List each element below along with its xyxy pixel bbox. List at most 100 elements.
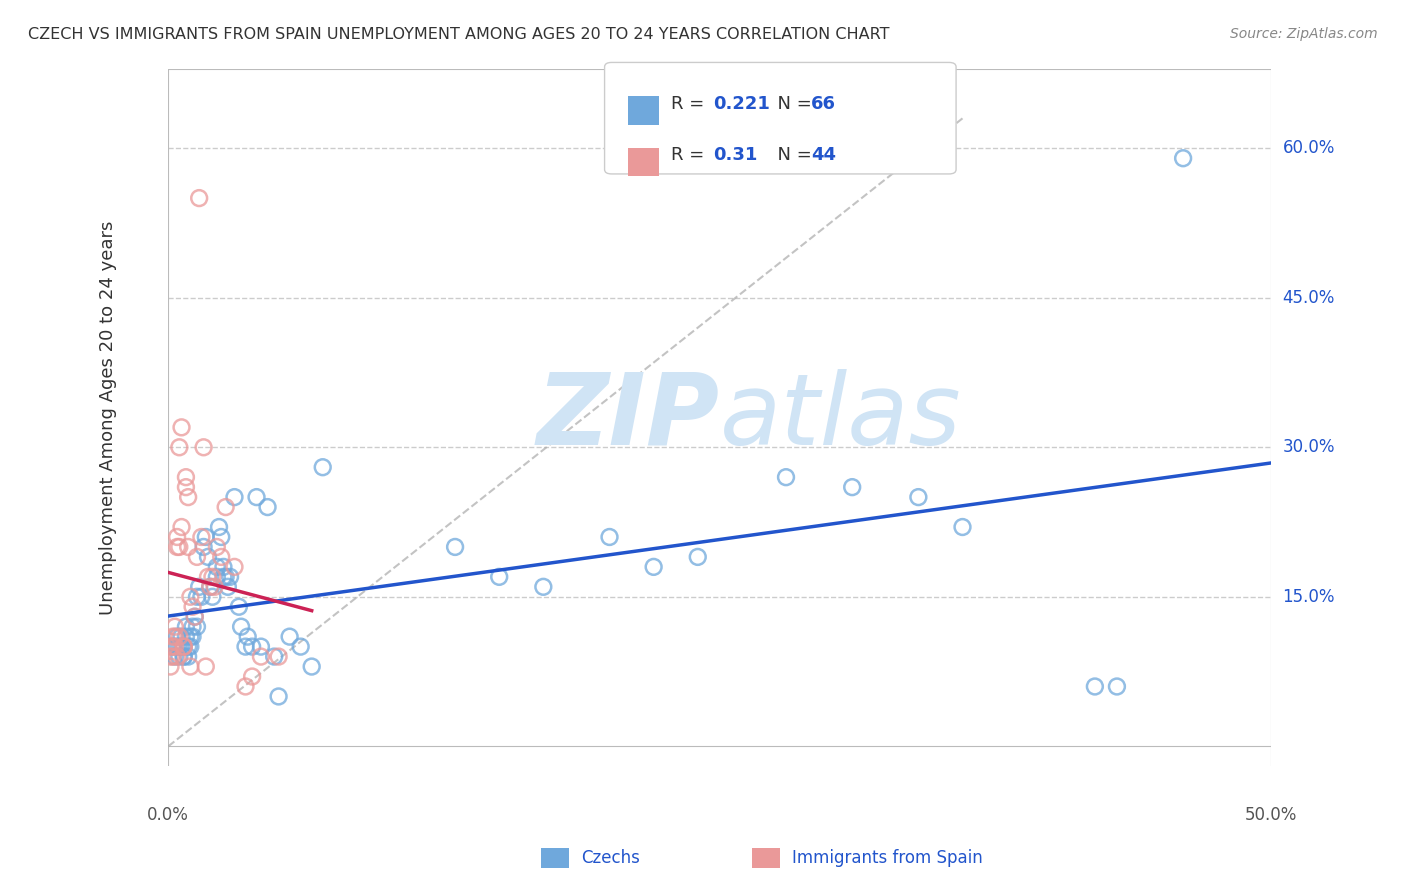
Point [179, 590, 201, 604]
Point [166, 630, 188, 644]
Point [184, 609, 207, 624]
Point [204, 580, 226, 594]
Point [181, 599, 204, 614]
Point [488, 570, 510, 584]
Text: 0.31: 0.31 [713, 146, 758, 164]
Point [166, 649, 188, 664]
Point [179, 630, 201, 644]
Point [170, 640, 193, 654]
Point [186, 549, 208, 564]
Point [188, 191, 211, 205]
Point [163, 640, 186, 654]
Point [179, 659, 201, 673]
Point [235, 680, 257, 694]
Point [173, 649, 195, 664]
Point [312, 460, 335, 475]
Point [162, 649, 184, 664]
Point [229, 620, 252, 634]
Point [212, 570, 235, 584]
Point [174, 620, 197, 634]
Point [194, 530, 217, 544]
Point [170, 420, 193, 434]
Point [205, 560, 228, 574]
Point [224, 560, 246, 574]
Point [209, 549, 232, 564]
Point [643, 560, 665, 574]
Point [531, 580, 554, 594]
Text: N =: N = [766, 95, 818, 112]
Point [166, 640, 188, 654]
Point [200, 580, 222, 594]
Text: Immigrants from Spain: Immigrants from Spain [792, 849, 983, 867]
Point [181, 620, 204, 634]
Point [278, 630, 301, 644]
Point [205, 570, 228, 584]
Point [301, 659, 323, 673]
Text: 60.0%: 60.0% [1282, 139, 1334, 157]
Text: 44: 44 [811, 146, 837, 164]
Text: 0.0%: 0.0% [148, 806, 190, 824]
Point [173, 649, 195, 664]
Point [169, 630, 191, 644]
Text: ZIP: ZIP [537, 369, 720, 466]
Text: 30.0%: 30.0% [1282, 438, 1334, 457]
Point [197, 570, 219, 584]
Point [240, 669, 263, 683]
Text: Czechs: Czechs [581, 849, 640, 867]
Point [188, 580, 211, 594]
Point [186, 590, 208, 604]
Point [201, 570, 224, 584]
Point [267, 690, 290, 704]
Point [250, 640, 273, 654]
Text: Unemployment Among Ages 20 to 24 years: Unemployment Among Ages 20 to 24 years [98, 220, 117, 615]
Point [173, 640, 195, 654]
Text: 66: 66 [811, 95, 837, 112]
Point [263, 649, 285, 664]
Point [169, 649, 191, 664]
Point [235, 640, 257, 654]
Point [228, 599, 250, 614]
Point [184, 609, 207, 624]
Text: 50.0%: 50.0% [1246, 806, 1298, 824]
Point [177, 540, 200, 554]
Point [290, 640, 312, 654]
Point [177, 640, 200, 654]
Point [159, 640, 181, 654]
Point [194, 659, 217, 673]
Point [190, 590, 212, 604]
Point [159, 649, 181, 664]
Point [166, 530, 188, 544]
Point [1171, 151, 1194, 165]
Text: atlas: atlas [720, 369, 962, 466]
Text: R =: R = [671, 146, 710, 164]
Point [599, 530, 621, 544]
Point [166, 540, 188, 554]
Point [201, 590, 224, 604]
Point [173, 640, 195, 654]
Text: Source: ZipAtlas.com: Source: ZipAtlas.com [1230, 27, 1378, 41]
Point [159, 659, 181, 673]
Point [250, 649, 273, 664]
Point [169, 440, 191, 454]
Point [209, 530, 232, 544]
Text: CZECH VS IMMIGRANTS FROM SPAIN UNEMPLOYMENT AMONG AGES 20 TO 24 YEARS CORRELATIO: CZECH VS IMMIGRANTS FROM SPAIN UNEMPLOYM… [28, 27, 890, 42]
Point [212, 560, 235, 574]
Point [240, 640, 263, 654]
Point [170, 630, 193, 644]
Point [193, 540, 215, 554]
Point [686, 549, 709, 564]
Point [267, 649, 290, 664]
Point [169, 540, 191, 554]
Text: 15.0%: 15.0% [1282, 588, 1334, 606]
Point [169, 640, 191, 654]
Point [200, 580, 222, 594]
Point [444, 540, 467, 554]
Text: 0.221: 0.221 [713, 95, 769, 112]
Point [208, 520, 231, 534]
Point [190, 530, 212, 544]
Point [186, 620, 208, 634]
Point [1105, 680, 1128, 694]
Point [224, 490, 246, 504]
Point [163, 630, 186, 644]
Point [174, 470, 197, 484]
